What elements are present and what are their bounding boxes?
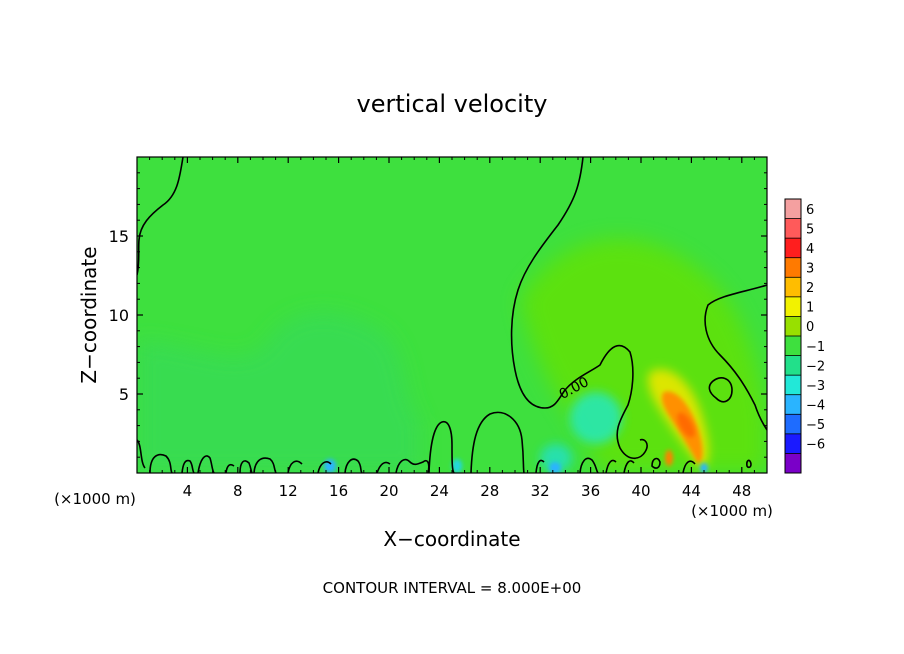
y-tick-label: 10	[109, 306, 129, 325]
colorbar-swatch	[785, 433, 801, 454]
x-tick-label: 12	[279, 482, 298, 500]
y-axis: 5 10 15	[109, 172, 767, 458]
colorbar: 6 5 4 3 2 1 0 −1 −2 −3 −4 −5 −6	[784, 198, 825, 474]
contour-upper-left	[137, 157, 184, 276]
x-tick-label: 40	[631, 482, 650, 500]
x-unit-right: (×1000 m)	[691, 502, 773, 520]
colorbar-label: −4	[806, 399, 825, 414]
x-tick-label: 16	[329, 482, 348, 500]
colorbar-label: 2	[806, 281, 814, 296]
x-axis: 4 8 12 16 20 24 28 32 36 40 44 48	[149, 157, 755, 500]
colorbar-swatch	[785, 199, 801, 220]
colorbar-swatch	[785, 394, 801, 415]
contour-closed-43	[708, 377, 733, 403]
colorbar-label: −2	[806, 359, 825, 374]
contour-interval-footer: CONTOUR INTERVAL = 8.000E+00	[323, 579, 582, 597]
colorbar-swatch	[785, 414, 801, 435]
x-tick-label: 28	[480, 482, 499, 500]
colorbar-label: 4	[806, 242, 814, 257]
y-tick-label: 5	[119, 385, 129, 404]
downdraft-blue-33	[549, 462, 561, 473]
chart-title: vertical velocity	[357, 90, 548, 118]
colorbar-swatch	[785, 355, 801, 376]
colorbar-label: −6	[806, 438, 825, 453]
zero-contours	[137, 157, 767, 473]
contour-main	[510, 157, 648, 460]
colorbar-swatch	[785, 218, 801, 239]
colorbar-swatch	[785, 316, 801, 337]
downdraft-blue-25	[452, 459, 462, 473]
colorbar-swatch	[785, 336, 801, 357]
colorbar-swatch	[785, 375, 801, 396]
contour-right	[704, 284, 767, 431]
x-axis-label: X−coordinate	[383, 527, 520, 551]
x-tick-label: 4	[183, 482, 193, 500]
downdraft-blue-45	[700, 463, 708, 473]
downdraft-cyan-33	[540, 444, 572, 472]
colorbar-swatch	[785, 453, 801, 474]
colorbar-swatch	[785, 296, 801, 317]
colorbar-label: 6	[806, 203, 814, 218]
colorbar-swatch	[785, 277, 801, 298]
x-tick-label: 20	[379, 482, 398, 500]
surface-updraft	[665, 450, 673, 466]
y-tick-label: 15	[109, 227, 129, 246]
colorbar-swatch	[785, 257, 801, 278]
colorbar-label: 3	[806, 262, 814, 277]
contour-bumps	[137, 411, 752, 473]
colorbar-swatch	[785, 238, 801, 259]
field-shading	[137, 238, 767, 473]
colorbar-label: 0	[806, 320, 814, 335]
colorbar-label: −5	[806, 418, 825, 433]
x-tick-label: 48	[732, 482, 751, 500]
x-tick-label: 44	[682, 482, 701, 500]
colorbar-label: −1	[806, 340, 825, 355]
x-tick-label: 8	[233, 482, 243, 500]
colorbar-label: 1	[806, 301, 814, 316]
x-tick-label: 36	[581, 482, 600, 500]
weak-downdraft-region	[137, 312, 420, 473]
y-axis-label: Z−coordinate	[77, 246, 101, 383]
colorbar-label: −3	[806, 379, 825, 394]
x-unit-left: (×1000 m)	[54, 490, 136, 508]
updraft-core-peak	[677, 412, 695, 438]
x-tick-label: 32	[531, 482, 550, 500]
plot-area: 0.00	[137, 157, 767, 473]
x-tick-label: 24	[430, 482, 449, 500]
downdraft-cyan-36	[570, 392, 622, 444]
colorbar-label: 5	[806, 222, 814, 237]
